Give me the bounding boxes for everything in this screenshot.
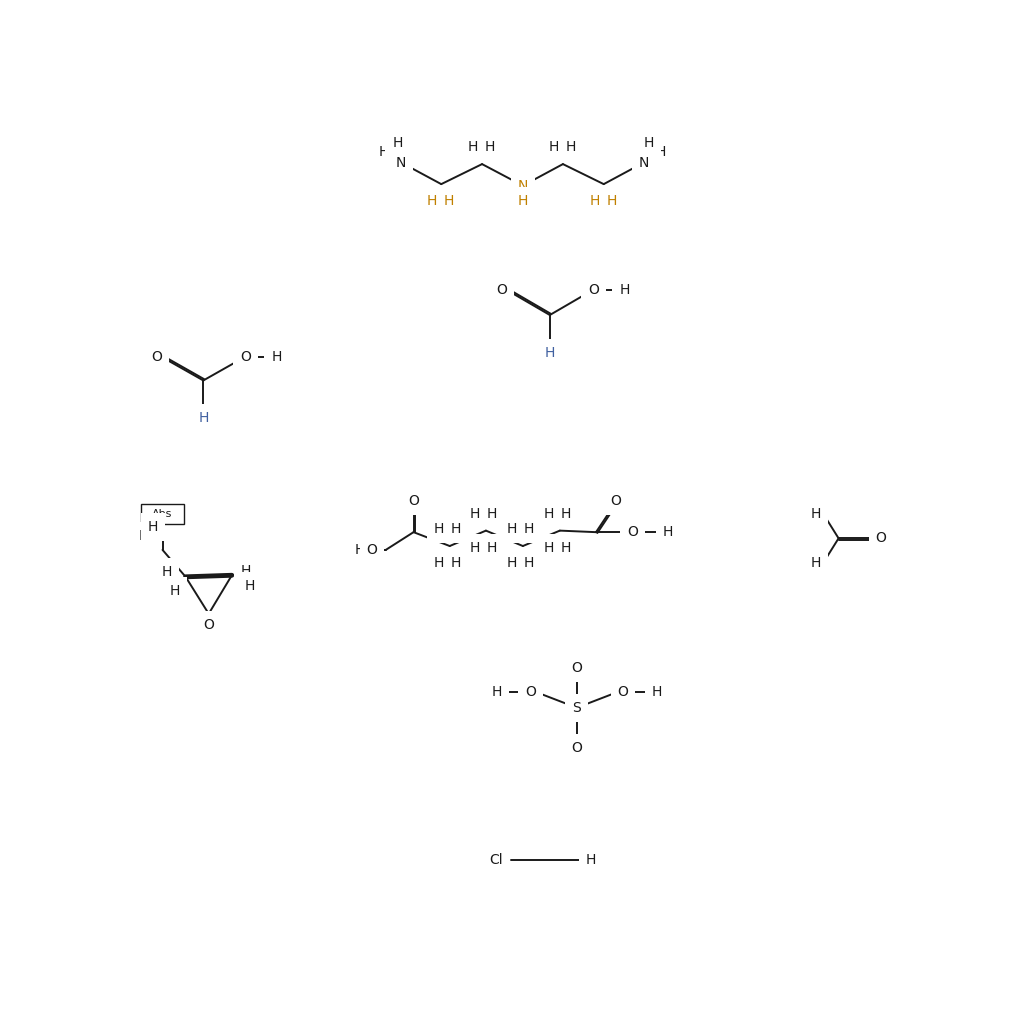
Text: O: O bbox=[875, 531, 886, 545]
Text: H: H bbox=[544, 540, 554, 554]
Text: H: H bbox=[655, 145, 666, 159]
Text: H: H bbox=[811, 556, 821, 570]
Text: O: O bbox=[627, 525, 638, 539]
Text: H: H bbox=[620, 284, 630, 297]
Text: H: H bbox=[589, 194, 599, 208]
Text: H: H bbox=[434, 522, 444, 536]
Text: H: H bbox=[450, 522, 461, 536]
Text: H: H bbox=[561, 506, 571, 521]
Text: H: H bbox=[169, 584, 180, 597]
Text: H: H bbox=[450, 556, 461, 570]
Text: O: O bbox=[572, 661, 582, 675]
Text: H: H bbox=[470, 506, 480, 521]
Text: H: H bbox=[444, 194, 454, 208]
Text: N: N bbox=[638, 155, 649, 169]
Text: H: H bbox=[487, 506, 497, 521]
Text: O: O bbox=[240, 350, 251, 364]
Text: O: O bbox=[496, 284, 506, 297]
Text: H: H bbox=[544, 346, 555, 359]
Text: H: H bbox=[548, 140, 558, 154]
Text: O: O bbox=[367, 543, 378, 556]
Text: O: O bbox=[618, 685, 628, 699]
Text: H: H bbox=[434, 556, 444, 570]
Text: S: S bbox=[573, 700, 581, 715]
Text: H: H bbox=[148, 520, 158, 534]
Text: O: O bbox=[611, 494, 622, 508]
Text: O: O bbox=[151, 350, 161, 364]
Text: H: H bbox=[392, 136, 402, 149]
Text: H: H bbox=[811, 506, 821, 521]
Text: H: H bbox=[544, 506, 554, 521]
Text: H: H bbox=[491, 685, 502, 699]
Text: O: O bbox=[203, 618, 214, 632]
Text: H: H bbox=[561, 540, 571, 554]
Text: H: H bbox=[354, 543, 364, 556]
Text: H: H bbox=[585, 854, 596, 867]
Text: N: N bbox=[518, 179, 528, 193]
Text: H: H bbox=[470, 540, 480, 554]
Text: H: H bbox=[566, 140, 576, 154]
Text: Abs: Abs bbox=[152, 508, 173, 519]
Text: H: H bbox=[198, 411, 208, 425]
Text: O: O bbox=[408, 494, 419, 508]
Text: H: H bbox=[643, 136, 653, 149]
Text: O: O bbox=[572, 741, 582, 755]
Text: H: H bbox=[139, 529, 149, 543]
Text: H: H bbox=[524, 522, 534, 536]
Text: O: O bbox=[525, 685, 536, 699]
FancyBboxPatch shape bbox=[141, 503, 184, 524]
Text: H: H bbox=[379, 145, 389, 159]
Text: H: H bbox=[506, 556, 518, 570]
Text: H: H bbox=[241, 564, 251, 578]
Text: H: H bbox=[518, 194, 528, 208]
Text: H: H bbox=[487, 540, 497, 554]
Text: Cl: Cl bbox=[489, 854, 502, 867]
Text: H: H bbox=[468, 140, 478, 154]
Text: N: N bbox=[396, 155, 406, 169]
Text: O: O bbox=[588, 284, 599, 297]
Text: H: H bbox=[485, 140, 495, 154]
Text: H: H bbox=[162, 566, 173, 579]
Text: H: H bbox=[651, 685, 662, 699]
Text: H: H bbox=[506, 522, 518, 536]
Text: H: H bbox=[272, 350, 282, 364]
Text: H: H bbox=[663, 525, 673, 539]
Text: H: H bbox=[245, 579, 255, 593]
Text: H: H bbox=[606, 194, 617, 208]
Text: H: H bbox=[524, 556, 534, 570]
Text: H: H bbox=[427, 194, 437, 208]
